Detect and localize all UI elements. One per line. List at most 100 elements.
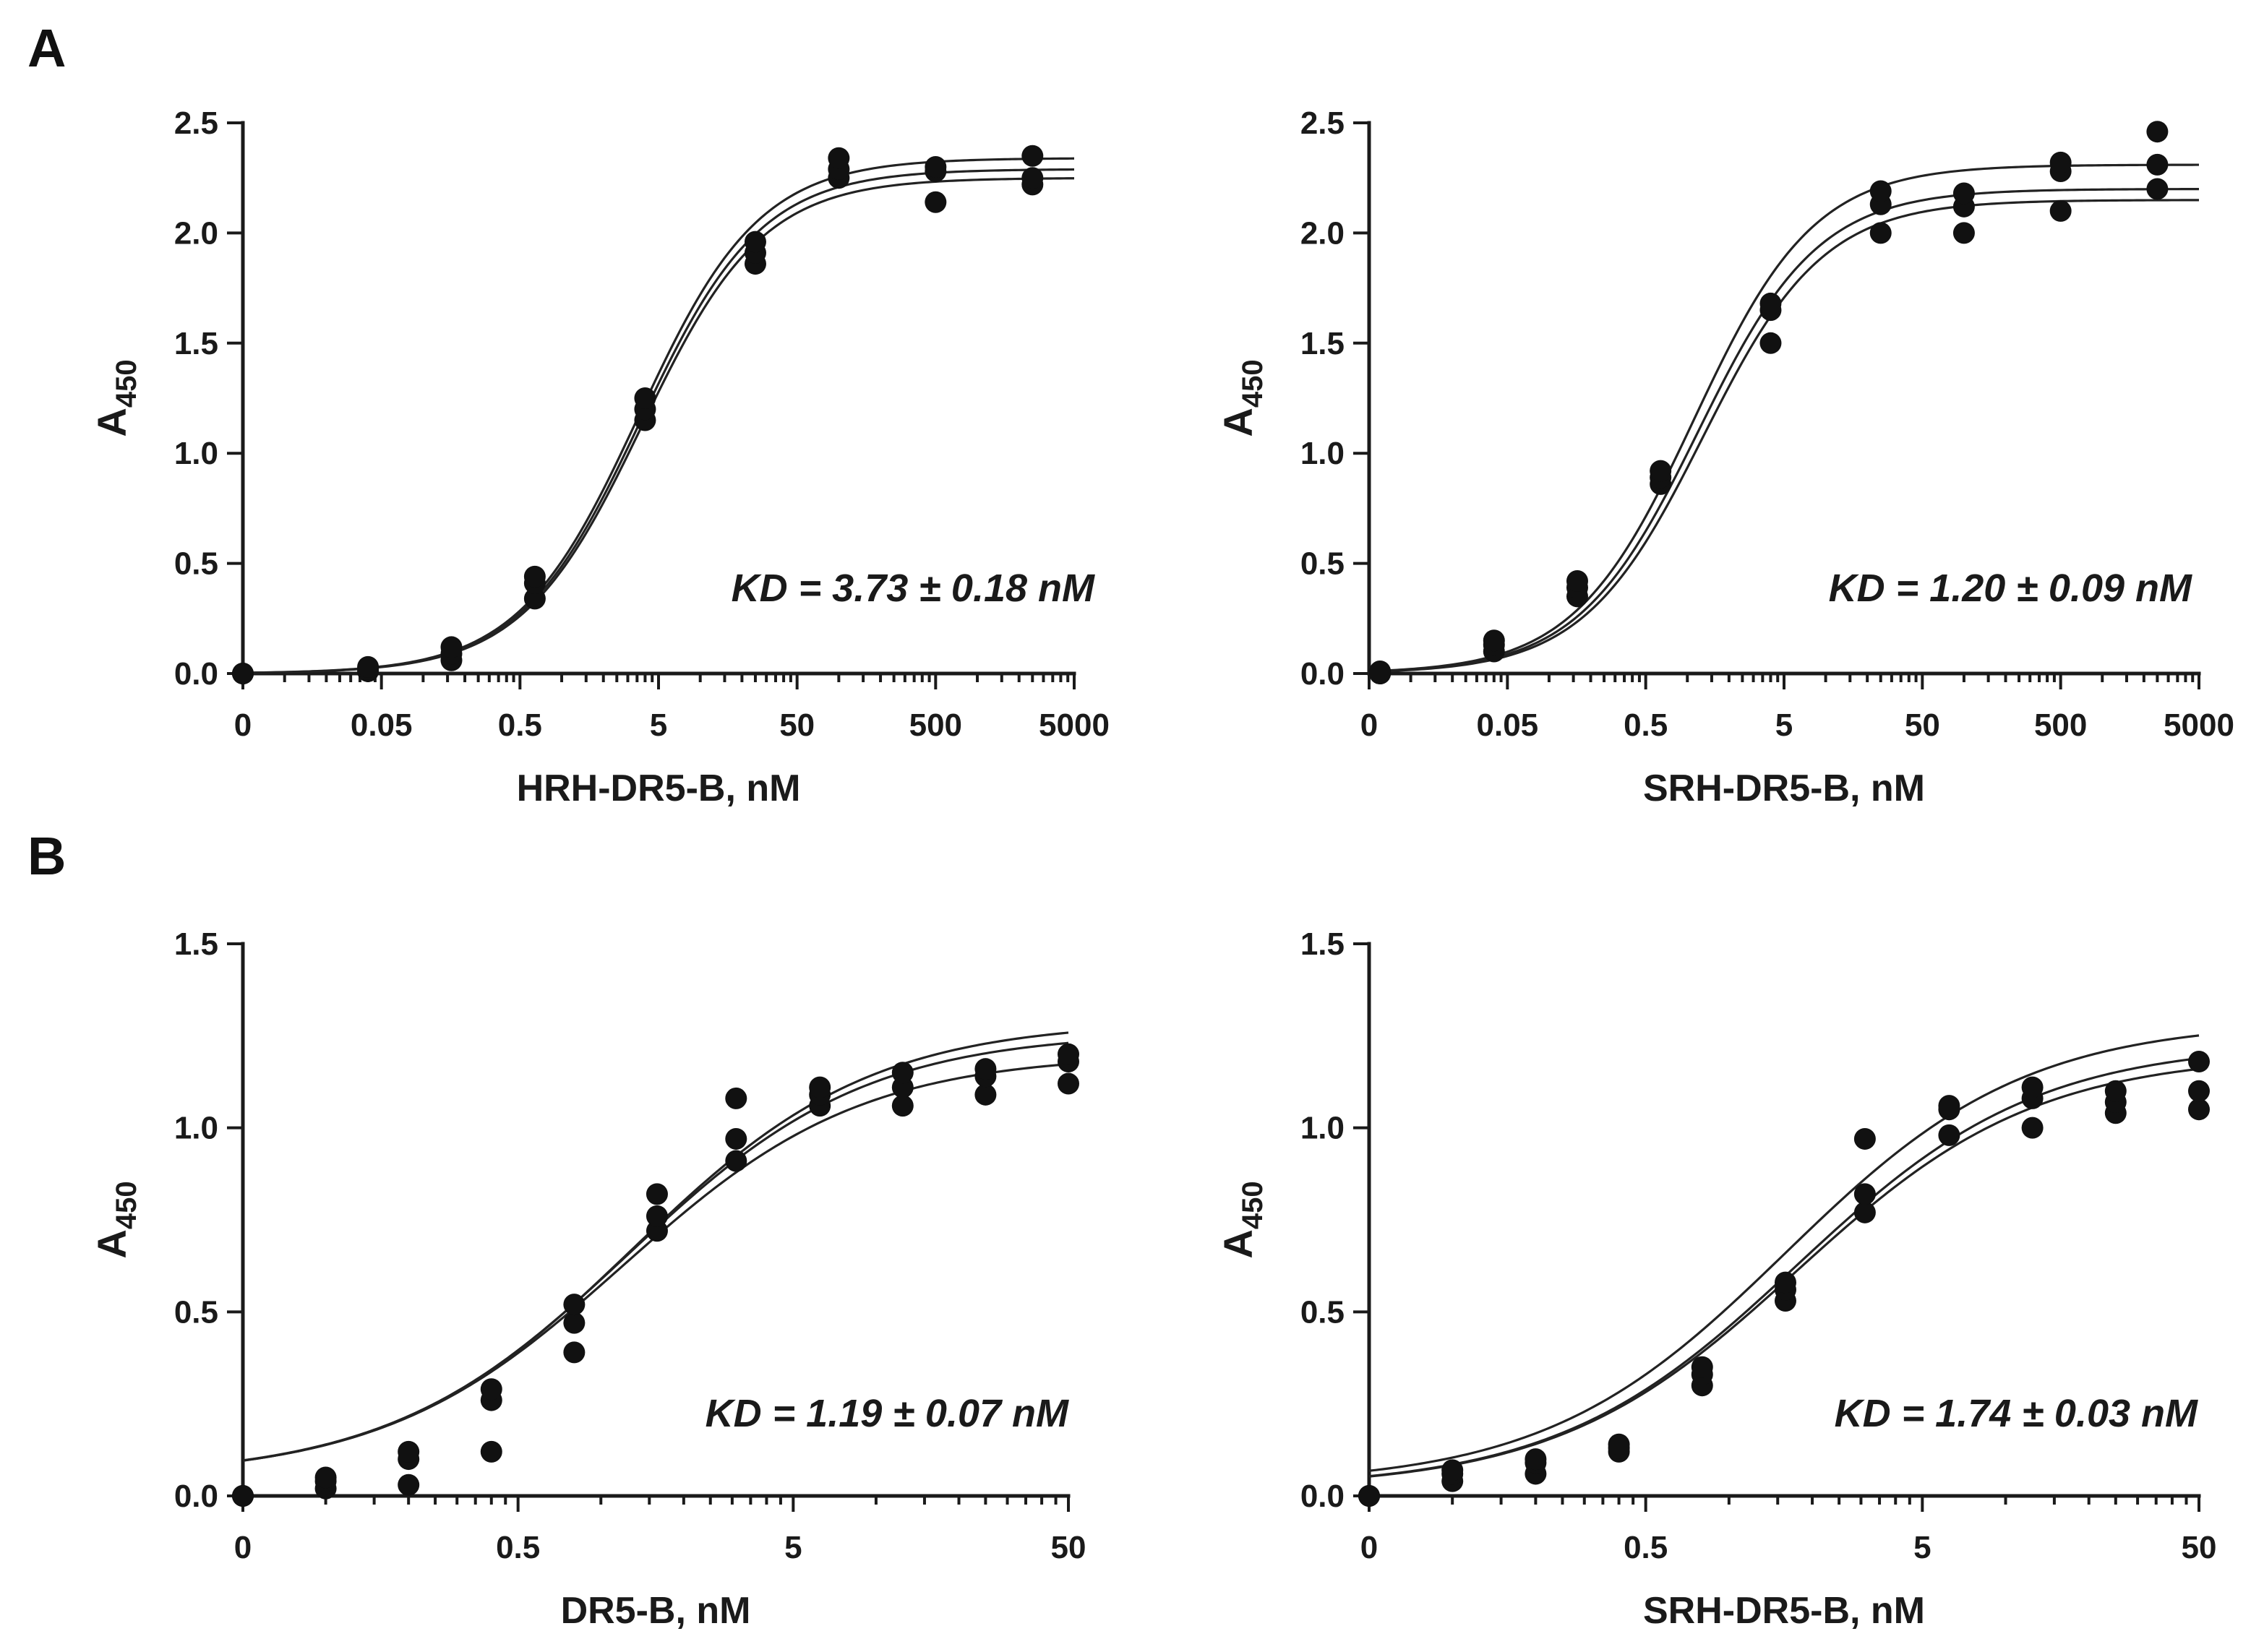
data-point xyxy=(2188,1050,2210,1072)
y-tick-label: 1.0 xyxy=(174,1111,218,1146)
data-point xyxy=(925,155,947,178)
data-point xyxy=(1358,1485,1380,1507)
data-point xyxy=(1952,222,1975,244)
data-point xyxy=(1853,1183,1876,1205)
x-tick-label: 5000 xyxy=(2164,707,2234,743)
y-axis-title: A450 xyxy=(89,359,142,436)
data-point xyxy=(891,1062,914,1084)
data-point xyxy=(563,1341,586,1364)
data-point xyxy=(1774,1271,1796,1294)
y-tick-label: 1.0 xyxy=(1300,436,1345,471)
data-point xyxy=(2146,121,2169,143)
x-tick-label: 500 xyxy=(2034,707,2087,743)
data-point xyxy=(1369,663,1392,684)
x-tick-label: 5 xyxy=(784,1530,802,1565)
x-tick-label: 0.5 xyxy=(1624,1530,1668,1565)
x-tick-label: 5 xyxy=(650,707,667,743)
y-tick-label: 1.5 xyxy=(174,326,218,361)
data-point xyxy=(1483,629,1505,652)
data-point xyxy=(1441,1459,1464,1481)
x-tick-label: 0.5 xyxy=(498,707,542,743)
x-tick-label: 5 xyxy=(1775,707,1793,743)
data-point xyxy=(828,147,850,169)
data-point xyxy=(725,1087,747,1109)
data-point xyxy=(2049,199,2072,222)
data-point xyxy=(1938,1124,1960,1146)
data-point xyxy=(523,588,546,610)
data-point xyxy=(725,1150,747,1172)
data-point xyxy=(232,1485,254,1507)
data-point xyxy=(1759,332,1782,354)
data-point xyxy=(563,1312,586,1334)
data-point xyxy=(1869,180,1892,202)
x-tick-label: 5 xyxy=(1913,1530,1931,1565)
y-axis-title: A450 xyxy=(1215,1181,1269,1258)
y-tick-label: 1.0 xyxy=(1300,1111,1345,1146)
data-point xyxy=(398,1474,420,1496)
y-tick-label: 2.0 xyxy=(174,215,218,251)
data-point xyxy=(314,1466,337,1489)
panel-label-b: B xyxy=(27,826,66,886)
data-point xyxy=(1691,1356,1713,1378)
data-point xyxy=(1058,1043,1079,1065)
data-point xyxy=(1566,569,1588,592)
x-tick-label: 0.5 xyxy=(1624,707,1668,743)
kd-annotation: KD = 1.19 ± 0.07 nM xyxy=(706,1392,1069,1435)
data-point xyxy=(744,231,766,253)
y-tick-label: 0.5 xyxy=(174,546,218,582)
data-point xyxy=(2188,1098,2210,1121)
chart-dr5-b: 0.0 0.5 1.0 1.5 0 0.5 5 50 DR5-B, nM A450 KD = 1.1… xyxy=(89,926,1086,1632)
data-point xyxy=(1608,1433,1630,1455)
x-axis-title: SRH-DR5-B, nM xyxy=(1643,767,1925,809)
data-point xyxy=(809,1076,831,1098)
y-tick-label: 0.5 xyxy=(174,1294,218,1330)
data-point xyxy=(925,191,947,213)
panel-label-a: A xyxy=(27,18,66,78)
x-axis-title: DR5-B, nM xyxy=(561,1590,751,1632)
data-point xyxy=(646,1205,668,1227)
x-tick-label: 50 xyxy=(2182,1530,2217,1565)
data-point xyxy=(974,1058,997,1080)
chart-hrh-dr5-b: 0.0 0.5 1.0 1.5 2.0 2.5 0 0.05 0.5 5 50 500 5000 HRH-… xyxy=(89,106,1110,809)
kd-annotation: KD = 1.74 ± 0.03 nM xyxy=(1835,1392,2198,1435)
data-point xyxy=(1759,292,1782,314)
x-tick-label: 0.05 xyxy=(351,707,413,743)
data-point xyxy=(1021,145,1044,167)
kd-annotation: KD = 3.73 ± 0.18 nM xyxy=(732,567,1095,610)
x-tick-label: 500 xyxy=(909,707,962,743)
data-point xyxy=(2021,1117,2044,1139)
data-point xyxy=(634,387,656,409)
x-axis-title: SRH-DR5-B, nM xyxy=(1643,1590,1925,1632)
data-point xyxy=(1021,167,1044,189)
data-point xyxy=(1952,182,1975,205)
data-point xyxy=(646,1183,668,1205)
y-tick-label: 2.5 xyxy=(1300,106,1345,141)
data-point xyxy=(1525,1448,1547,1471)
x-axis-title: HRH-DR5-B, nM xyxy=(517,767,801,809)
y-axis-title: A450 xyxy=(1215,359,1269,436)
x-tick-label: 0.5 xyxy=(496,1530,540,1565)
y-tick-label: 1.5 xyxy=(1300,926,1345,962)
data-point xyxy=(440,636,463,658)
data-point xyxy=(1058,1072,1079,1095)
data-point xyxy=(891,1095,914,1117)
y-tick-label: 0.0 xyxy=(1300,1479,1345,1514)
data-point xyxy=(523,565,546,588)
x-tick-label: 0 xyxy=(1360,1530,1378,1565)
x-tick-label: 50 xyxy=(1905,707,1940,743)
data-point xyxy=(2146,153,2169,176)
fit-curve-3 xyxy=(1368,1034,2200,1472)
y-axis-title: A450 xyxy=(89,1181,142,1258)
data-point xyxy=(1650,460,1672,482)
y-tick-label: 2.0 xyxy=(1300,215,1345,251)
data-point xyxy=(480,1378,502,1401)
y-tick-label: 1.5 xyxy=(174,926,218,962)
y-tick-label: 0.0 xyxy=(1300,656,1345,692)
data-point xyxy=(974,1083,997,1106)
data-point xyxy=(1853,1201,1876,1223)
data-point xyxy=(1853,1127,1876,1150)
fit-curve-2 xyxy=(1368,188,2200,673)
data-point xyxy=(1938,1095,1960,1117)
x-tick-label: 0 xyxy=(234,1530,252,1565)
